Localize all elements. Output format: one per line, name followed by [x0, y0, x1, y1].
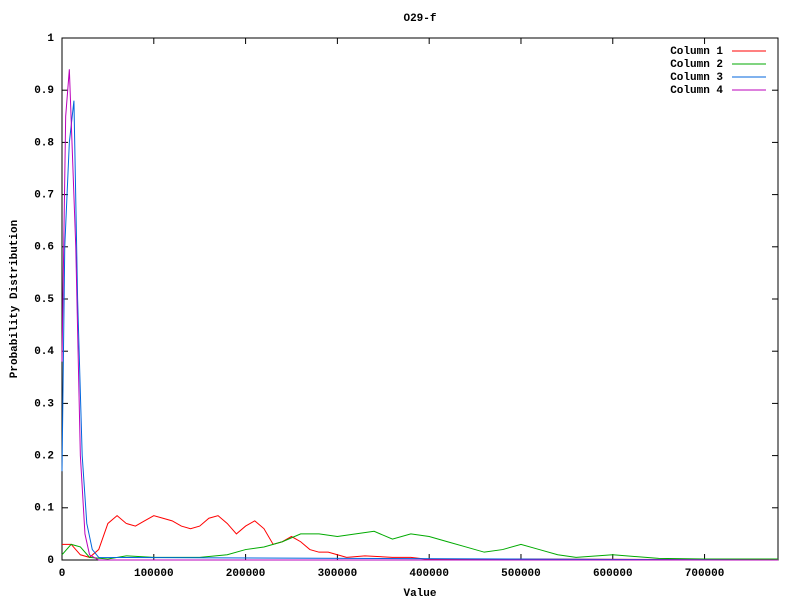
x-tick-label: 500000	[501, 568, 541, 580]
y-tick-label: 0.1	[34, 503, 54, 515]
legend-label: Column 2	[670, 59, 723, 71]
series-line	[61, 69, 778, 561]
legend-label: Column 1	[670, 46, 723, 58]
x-axis-label: Value	[403, 588, 436, 600]
x-tick-label: 200000	[226, 568, 266, 580]
series-line	[61, 530, 778, 560]
y-tick-label: 1	[47, 33, 54, 45]
x-tick-label: 600000	[593, 568, 633, 580]
x-tick-label: 400000	[409, 568, 449, 580]
y-tick-label: 0.2	[34, 451, 54, 463]
legend-label: Column 4	[670, 85, 723, 97]
x-tick-label: 300000	[318, 568, 358, 580]
series-line	[62, 514, 779, 561]
series-line	[61, 100, 779, 561]
y-axis-label: Probability Distribution	[9, 220, 21, 378]
chart-title: O29-f	[403, 13, 436, 25]
y-tick-label: 0.5	[34, 294, 54, 306]
y-tick-label: 0.7	[34, 190, 54, 202]
plot-frame	[61, 37, 779, 561]
y-tick-label: 0.8	[34, 137, 54, 149]
y-tick-label: 0.9	[34, 85, 54, 97]
x-tick-label: 100000	[134, 568, 174, 580]
y-tick-label: 0.3	[34, 398, 54, 410]
y-tick-label: 0.4	[34, 346, 54, 358]
x-tick-label: 700000	[685, 568, 725, 580]
x-tick-label: 0	[59, 568, 66, 580]
legend-label: Column 3	[670, 72, 723, 84]
y-tick-label: 0.6	[34, 242, 54, 254]
y-tick-label: 0	[47, 555, 54, 567]
